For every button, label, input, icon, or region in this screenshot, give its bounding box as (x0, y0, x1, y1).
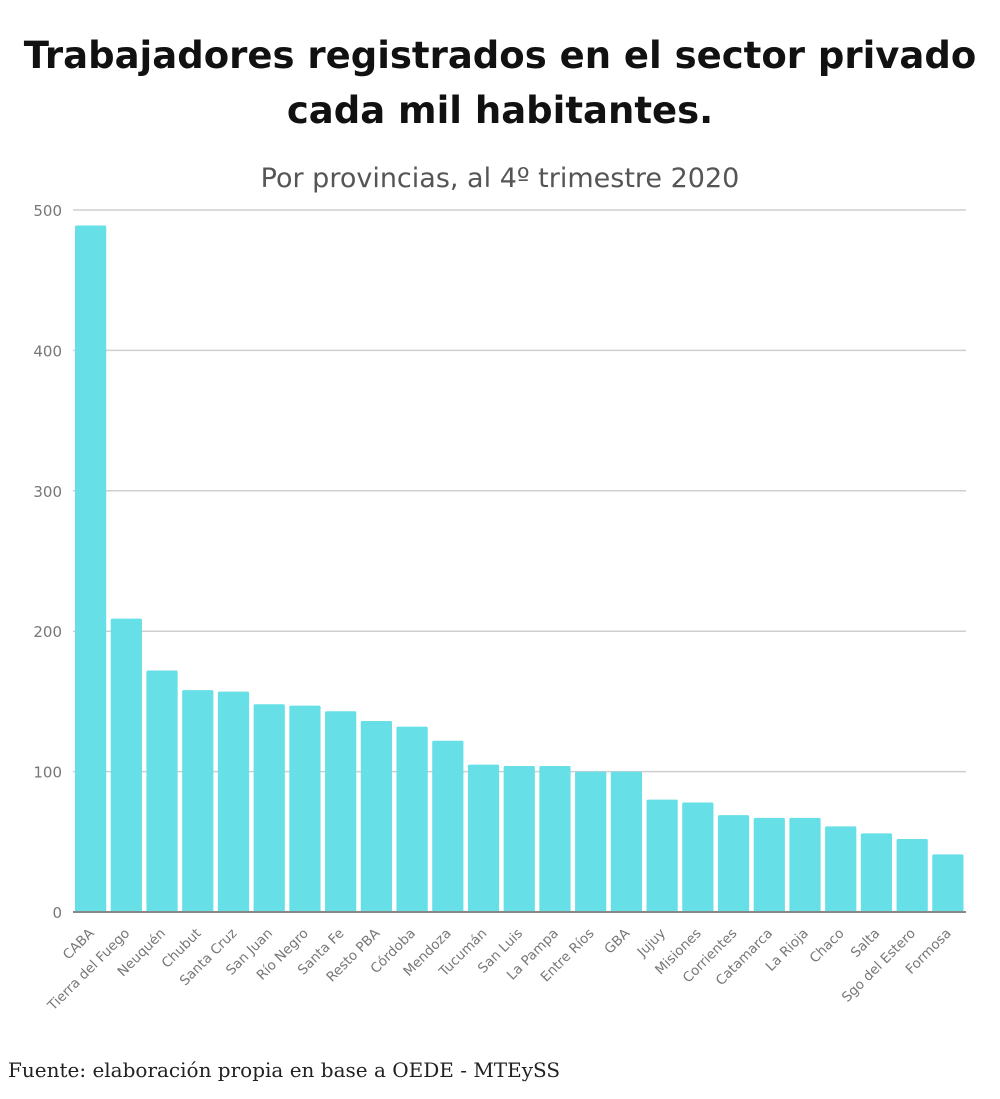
bar (467, 764, 500, 912)
chart-subtitle: Por provincias, al 4º trimestre 2020 (260, 163, 740, 194)
bar (539, 765, 571, 912)
bar (289, 705, 321, 912)
bar (110, 618, 142, 912)
bar (717, 815, 750, 912)
bar (217, 691, 250, 912)
bar (432, 740, 464, 912)
bar (610, 771, 643, 912)
bar (825, 826, 857, 912)
bar (182, 690, 214, 912)
bar (896, 838, 928, 912)
bar (682, 802, 714, 912)
bar (789, 817, 821, 912)
bar (575, 771, 607, 912)
x-tick-label: Chaco (807, 926, 848, 967)
bar (860, 833, 893, 912)
y-tick-label: 100 (33, 764, 62, 782)
source-note: Fuente: elaboración propia en base a OED… (8, 1058, 561, 1082)
y-tick-label: 300 (33, 483, 62, 501)
bar (646, 799, 678, 912)
bar (253, 704, 285, 912)
bar (325, 711, 357, 912)
bar (75, 225, 107, 913)
y-tick-label: 200 (33, 623, 62, 641)
chart-title: Trabajadores registrados en el sector pr… (23, 34, 977, 132)
bar (753, 817, 785, 912)
x-tick-label: GBA (601, 925, 633, 957)
bar (932, 854, 964, 912)
y-tick-label: 500 (33, 202, 62, 220)
bar (396, 726, 428, 912)
y-tick-label: 0 (52, 904, 62, 922)
bar (146, 670, 178, 912)
y-tick-label: 400 (33, 342, 62, 360)
bar (360, 721, 392, 912)
bar (503, 765, 535, 912)
